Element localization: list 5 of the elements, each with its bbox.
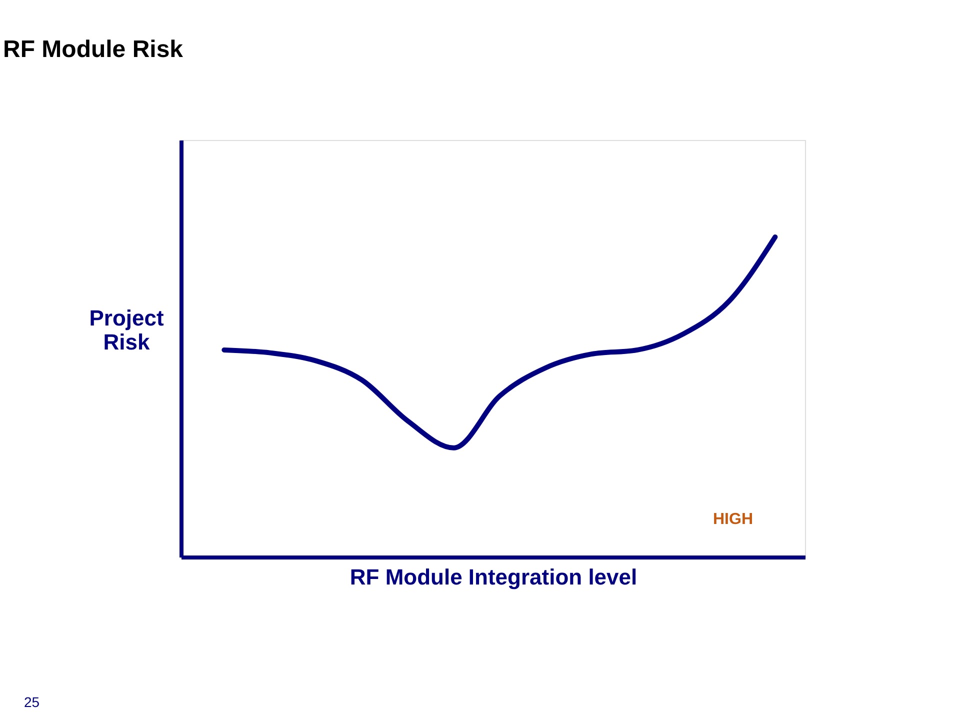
annotation: HIGH	[713, 511, 753, 528]
x-axis-title: RF Module Integration level	[350, 564, 638, 590]
text: 25	[24, 694, 40, 710]
y-axis-title: Project Risk	[89, 306, 164, 354]
chart-title: RF Module Risk	[3, 36, 184, 63]
